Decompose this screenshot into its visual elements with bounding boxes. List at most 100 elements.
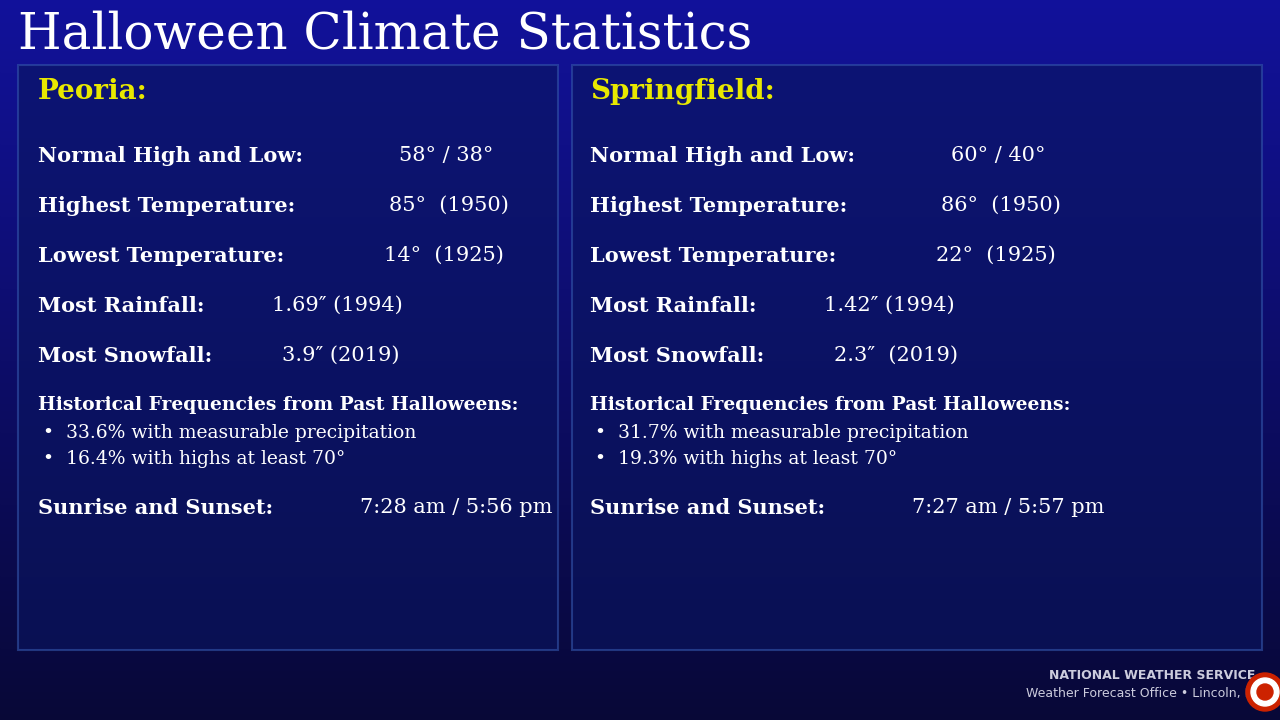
Bar [0, 356, 1280, 360]
Circle shape [1251, 678, 1279, 706]
Bar [0, 172, 1280, 175]
Bar [0, 680, 1280, 684]
Bar [0, 50, 1280, 53]
Bar [0, 500, 1280, 504]
Bar [0, 179, 1280, 182]
Bar [0, 37, 1280, 41]
Bar [0, 412, 1280, 415]
Bar [0, 421, 1280, 425]
Bar [0, 484, 1280, 487]
Bar [0, 237, 1280, 240]
Bar [0, 395, 1280, 398]
Bar [0, 61, 1280, 65]
Text: Highest Temperature:: Highest Temperature: [590, 196, 861, 216]
Bar [0, 397, 1280, 401]
Bar [0, 205, 1280, 209]
Bar [0, 575, 1280, 578]
Bar [0, 246, 1280, 250]
Bar [0, 436, 1280, 439]
Bar [0, 184, 1280, 187]
Bar [0, 700, 1280, 703]
Bar [0, 318, 1280, 322]
Bar [0, 597, 1280, 600]
Text: 3.9″ (2019): 3.9″ (2019) [282, 346, 399, 365]
Bar [0, 266, 1280, 269]
Bar [0, 472, 1280, 475]
Bar [0, 448, 1280, 451]
Bar [0, 280, 1280, 283]
Bar [0, 256, 1280, 259]
Bar [0, 407, 1280, 410]
Text: Sunrise and Sunset:: Sunrise and Sunset: [38, 498, 288, 518]
Bar [0, 400, 1280, 403]
Bar [0, 90, 1280, 94]
Bar [0, 124, 1280, 127]
Circle shape [1245, 673, 1280, 711]
Bar [0, 263, 1280, 266]
Text: Highest Temperature:: Highest Temperature: [38, 196, 310, 216]
Bar [0, 381, 1280, 384]
Bar [0, 25, 1280, 29]
Bar [0, 284, 1280, 288]
Bar [0, 136, 1280, 139]
Bar [0, 385, 1280, 389]
Bar [0, 460, 1280, 463]
Text: Springfield:: Springfield: [590, 78, 774, 105]
Bar [0, 527, 1280, 531]
Bar [0, 486, 1280, 490]
Text: Halloween Climate Statistics: Halloween Climate Statistics [18, 10, 753, 60]
Bar [0, 330, 1280, 333]
Bar [0, 306, 1280, 310]
Bar [0, 217, 1280, 221]
Bar [0, 325, 1280, 329]
Bar [0, 222, 1280, 225]
Bar [0, 671, 1280, 675]
Bar [0, 347, 1280, 351]
Bar [0, 40, 1280, 43]
Bar [0, 59, 1280, 63]
Bar [0, 30, 1280, 34]
Bar [0, 1, 1280, 5]
Bar [0, 45, 1280, 48]
Bar [0, 457, 1280, 461]
Bar [0, 433, 1280, 437]
Bar [0, 549, 1280, 552]
Bar [0, 438, 1280, 441]
Text: 22°  (1925): 22° (1925) [936, 246, 1056, 265]
Bar [0, 261, 1280, 264]
Bar [0, 277, 1280, 281]
Bar [0, 659, 1280, 662]
Bar [0, 392, 1280, 396]
Bar [0, 11, 1280, 14]
Bar [0, 52, 1280, 55]
Bar [0, 95, 1280, 99]
Bar [0, 599, 1280, 603]
Bar [0, 582, 1280, 585]
Bar [0, 66, 1280, 70]
Bar [0, 160, 1280, 163]
Bar [0, 210, 1280, 214]
Bar [0, 683, 1280, 686]
Bar [0, 690, 1280, 693]
Bar [0, 117, 1280, 120]
Bar [0, 23, 1280, 27]
Bar [0, 155, 1280, 158]
Bar [0, 273, 1280, 276]
Bar [0, 529, 1280, 533]
Bar [0, 369, 1280, 372]
Bar [0, 489, 1280, 492]
Bar [0, 153, 1280, 156]
Text: Lowest Temperature:: Lowest Temperature: [590, 246, 858, 266]
Bar [0, 402, 1280, 405]
Bar [0, 467, 1280, 470]
Bar [0, 294, 1280, 297]
Bar [0, 522, 1280, 526]
Bar [0, 666, 1280, 670]
Bar [0, 167, 1280, 171]
Bar [0, 109, 1280, 113]
Bar [0, 606, 1280, 610]
Text: 86°  (1950): 86° (1950) [941, 196, 1061, 215]
Bar [0, 539, 1280, 542]
Bar [0, 707, 1280, 711]
Bar [0, 28, 1280, 31]
